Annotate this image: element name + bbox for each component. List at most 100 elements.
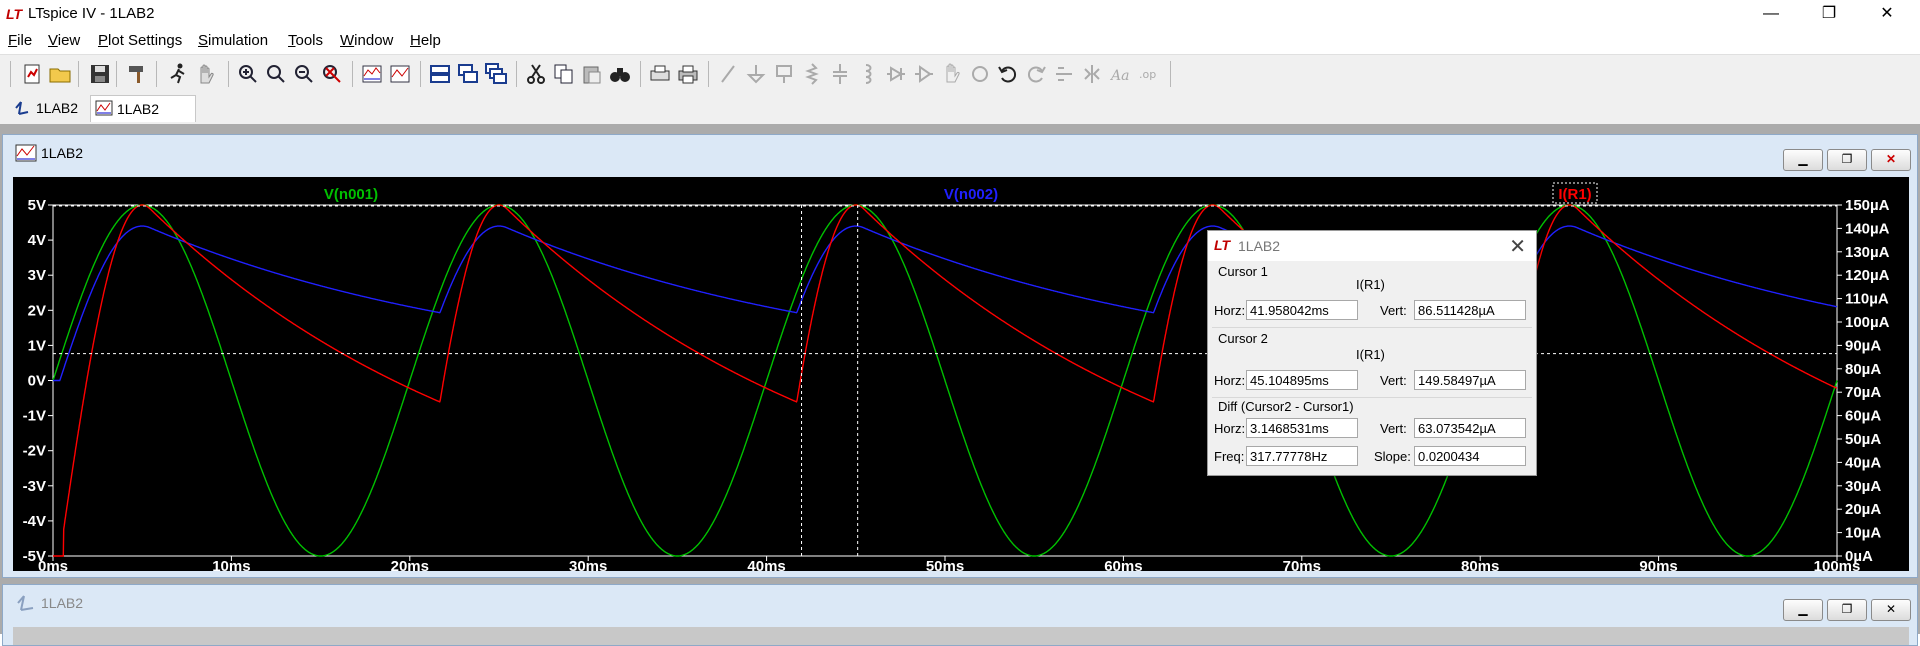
new-schematic-icon[interactable] bbox=[20, 62, 44, 86]
cursor1-vert-field[interactable]: 86.511428µA bbox=[1414, 300, 1526, 320]
diff-heading: Diff (Cursor2 - Cursor1) bbox=[1218, 399, 1354, 414]
zoom-area-icon[interactable] bbox=[264, 62, 288, 86]
menu-tools[interactable]: Tools bbox=[288, 32, 324, 49]
halt-hand-icon[interactable] bbox=[194, 62, 218, 86]
print-setup-icon[interactable] bbox=[648, 62, 672, 86]
capacitor-icon bbox=[828, 62, 852, 86]
menu-help[interactable]: Help bbox=[410, 32, 441, 49]
child-close-button[interactable]: ✕ bbox=[1871, 149, 1911, 171]
run-simulation-icon[interactable] bbox=[166, 62, 190, 86]
tab-label: 1LAB2 bbox=[117, 101, 160, 117]
title-bar: LT LTspice IV - 1LAB2 — ❐ ✕ bbox=[0, 0, 1920, 28]
y-right-tick-label: 10µA bbox=[1845, 525, 1881, 542]
x-tick-label: 0ms bbox=[38, 558, 68, 571]
x-tick-label: 50ms bbox=[926, 558, 964, 571]
cursor2-horz-field[interactable]: 45.104895ms bbox=[1246, 370, 1358, 390]
draw-wire-icon bbox=[716, 62, 740, 86]
dialog-title: 1LAB2 bbox=[1238, 238, 1281, 254]
y-left-tick-label: 3V bbox=[28, 267, 46, 284]
child-restore-button[interactable]: ❐ bbox=[1827, 149, 1867, 171]
zoom-out-icon[interactable] bbox=[292, 62, 316, 86]
diff-slope-label: Slope: bbox=[1374, 449, 1411, 464]
ltspice-logo-icon: LT bbox=[6, 6, 23, 22]
cursor1-heading: Cursor 1 bbox=[1218, 264, 1268, 279]
toolbar-separator bbox=[420, 61, 421, 87]
tab-label: 1LAB2 bbox=[36, 100, 79, 116]
diff-freq-field[interactable]: 317.77778Hz bbox=[1246, 446, 1358, 466]
y-left-tick-label: -3V bbox=[23, 478, 46, 495]
toolbar-separator bbox=[10, 61, 11, 87]
waveform-chart[interactable]: 0ms 10ms 20ms 30ms 40ms 50ms 60ms 70ms 80ms 90ms 1… bbox=[13, 177, 1909, 575]
child-minimize-button[interactable]: ▁ bbox=[1783, 149, 1823, 171]
diff-slope-field[interactable]: 0.0200434 bbox=[1414, 446, 1526, 466]
cascade-windows-icon[interactable] bbox=[456, 62, 480, 86]
close-button[interactable]: ✕ bbox=[1880, 5, 1894, 22]
zoom-fit-icon[interactable] bbox=[320, 62, 344, 86]
paste-icon[interactable] bbox=[580, 62, 604, 86]
autorange-icon[interactable] bbox=[360, 62, 384, 86]
tile-horizontal-icon[interactable] bbox=[428, 62, 452, 86]
inductor-icon bbox=[856, 62, 880, 86]
text-icon: Aa bbox=[1108, 62, 1132, 86]
x-tick-label: 100ms bbox=[1814, 558, 1861, 571]
cursor1-horz-label: Horz: bbox=[1214, 303, 1246, 318]
child-close-button[interactable]: ✕ bbox=[1871, 599, 1911, 621]
y-right-tick-label: 0µA bbox=[1845, 548, 1873, 565]
cursor2-vert-field[interactable]: 149.58497µA bbox=[1414, 370, 1526, 390]
tab-waveform[interactable]: 1LAB2 bbox=[90, 95, 196, 122]
resistor-icon bbox=[800, 62, 824, 86]
tab-schematic[interactable]: 1LAB2 bbox=[10, 95, 106, 121]
save-icon[interactable] bbox=[88, 62, 112, 86]
y-left-tick-label: -1V bbox=[23, 408, 46, 425]
zoom-in-icon[interactable] bbox=[236, 62, 260, 86]
cursor1-horz-field[interactable]: 41.958042ms bbox=[1246, 300, 1358, 320]
minimize-button[interactable]: — bbox=[1763, 5, 1779, 22]
child-restore-button[interactable]: ❐ bbox=[1827, 599, 1867, 621]
dialog-close-button[interactable]: ✕ bbox=[1509, 236, 1526, 258]
schematic-icon bbox=[17, 595, 34, 611]
menu-window[interactable]: Window bbox=[340, 32, 394, 49]
find-binoculars-icon[interactable] bbox=[608, 62, 632, 86]
y-right-tick-label: 40µA bbox=[1845, 454, 1881, 471]
waveform-window-title: 1LAB2 bbox=[41, 145, 84, 161]
menu-simulation[interactable]: Simulation bbox=[198, 32, 269, 49]
y-right-tick-label: 70µA bbox=[1845, 384, 1881, 401]
y-left-tick-label: -2V bbox=[23, 443, 46, 460]
restore-button[interactable]: ❐ bbox=[1821, 5, 1837, 22]
series-label: V(n001) bbox=[324, 186, 378, 203]
control-panel-hammer-icon[interactable] bbox=[126, 62, 150, 86]
cursor1-vert-label: Vert: bbox=[1380, 303, 1407, 318]
y-left-tick-label: 0V bbox=[28, 373, 46, 390]
spice-directive-icon: .op bbox=[1136, 62, 1160, 86]
series-label: V(n002) bbox=[944, 186, 998, 203]
print-icon[interactable] bbox=[676, 62, 700, 86]
schematic-icon bbox=[15, 101, 29, 115]
selected-trace-box bbox=[1552, 182, 1598, 204]
y-left-tick-label: 5V bbox=[28, 197, 46, 214]
tile-cascade-icon[interactable] bbox=[484, 62, 508, 86]
child-minimize-button[interactable]: ▁ bbox=[1783, 599, 1823, 621]
y-right-tick-label: 140µA bbox=[1845, 220, 1890, 237]
toolbar-separator bbox=[116, 61, 117, 87]
diff-vert-field[interactable]: 63.073542µA bbox=[1414, 418, 1526, 438]
x-tick-label: 30ms bbox=[569, 558, 607, 571]
y-right-tick-label: 100µA bbox=[1845, 314, 1890, 331]
ground-icon bbox=[744, 62, 768, 86]
svg-text:.op: .op bbox=[1139, 68, 1156, 81]
menu-plot-settings[interactable]: Plot Settings bbox=[98, 32, 183, 49]
diff-horz-field[interactable]: 3.1468531ms bbox=[1246, 418, 1358, 438]
group-divider bbox=[1212, 397, 1532, 398]
toolbar-separator bbox=[516, 61, 517, 87]
cursor-readout-dialog: LT 1LAB2 ✕ Cursor 1 I(R1) Horz: 41.95804… bbox=[1207, 230, 1537, 476]
copy-icon[interactable] bbox=[552, 62, 576, 86]
schematic-canvas[interactable] bbox=[13, 627, 1909, 645]
pick-visible-traces-icon[interactable] bbox=[388, 62, 412, 86]
menu-view[interactable]: View bbox=[48, 32, 81, 49]
menu-file[interactable]: File bbox=[8, 32, 33, 49]
undo-icon[interactable] bbox=[996, 62, 1020, 86]
waveform-plot[interactable]: 0ms 10ms 20ms 30ms 40ms 50ms 60ms 70ms 80ms 90ms 1… bbox=[13, 177, 1909, 575]
trace-i-r1 bbox=[53, 204, 1838, 557]
open-folder-icon[interactable] bbox=[48, 62, 72, 86]
cut-scissors-icon[interactable] bbox=[524, 62, 548, 86]
y-right-tick-label: 130µA bbox=[1845, 244, 1890, 261]
